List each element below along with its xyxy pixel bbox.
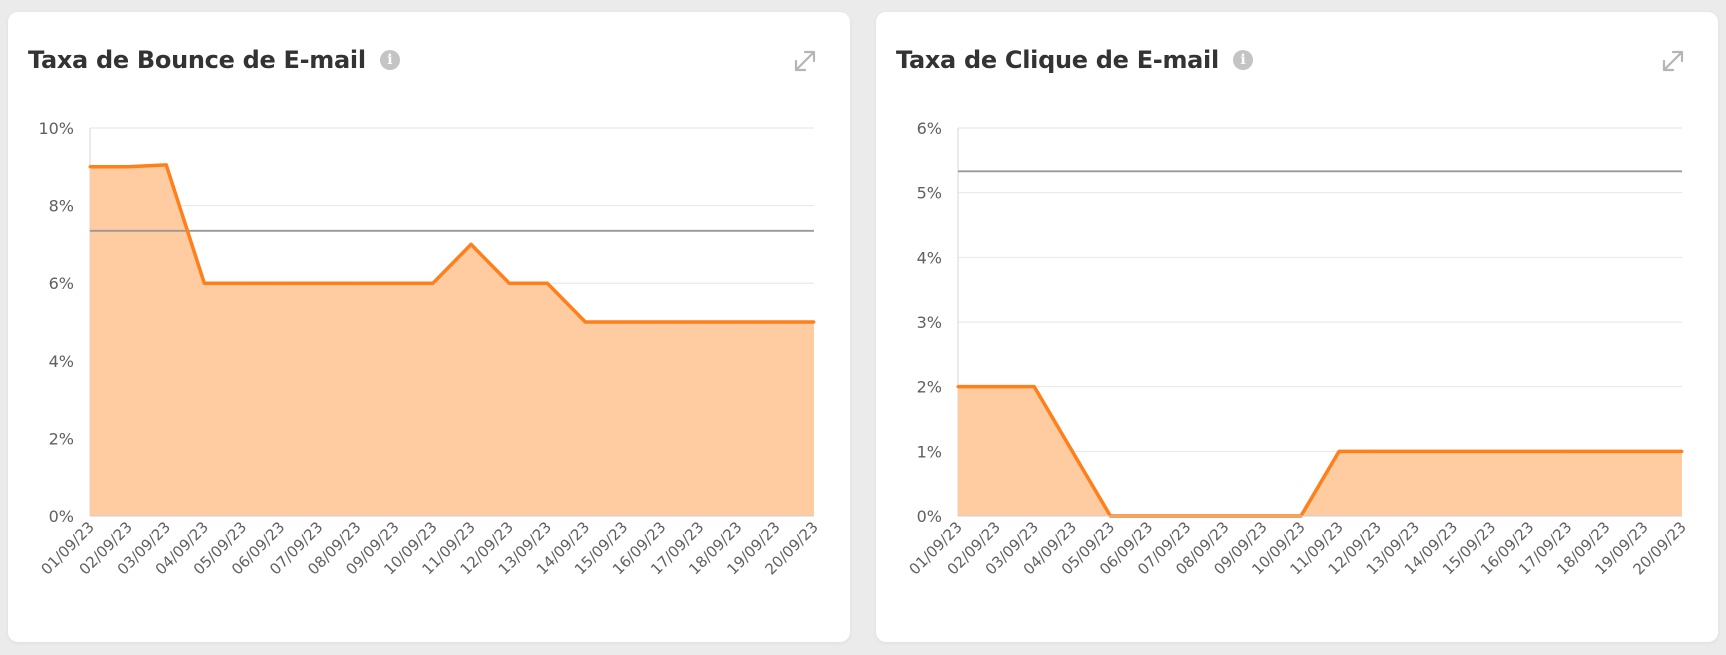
data-point bbox=[355, 281, 359, 285]
series-line bbox=[90, 163, 814, 324]
data-point bbox=[956, 385, 960, 389]
data-point bbox=[202, 281, 206, 285]
data-point bbox=[1566, 449, 1570, 453]
data-point bbox=[994, 385, 998, 389]
y-tick-label: 5% bbox=[917, 184, 942, 203]
data-point bbox=[393, 281, 397, 285]
data-point bbox=[88, 165, 92, 169]
data-point bbox=[698, 320, 702, 324]
data-point bbox=[1413, 449, 1417, 453]
data-point bbox=[545, 281, 549, 285]
bounce-rate-card: Taxa de Bounce de E-mail i 0% 2% 4% 6% 8% 10%… bbox=[8, 12, 850, 642]
data-point bbox=[1451, 449, 1455, 453]
data-point bbox=[1604, 449, 1608, 453]
data-point bbox=[279, 281, 283, 285]
y-tick-label: 6% bbox=[49, 274, 74, 293]
data-point bbox=[126, 165, 130, 169]
click-rate-card: Taxa de Clique de E-mail i 0% 1% 2% 3% 4% 5% 6… bbox=[876, 12, 1718, 642]
y-tick-label: 4% bbox=[917, 248, 942, 267]
y-tick-label: 10% bbox=[38, 119, 74, 138]
card-title: Taxa de Clique de E-mail i bbox=[896, 46, 1253, 74]
expand-button[interactable] bbox=[790, 46, 820, 76]
data-point bbox=[736, 320, 740, 324]
data-point bbox=[621, 320, 625, 324]
data-point bbox=[1528, 449, 1532, 453]
data-point bbox=[1489, 449, 1493, 453]
y-tick-label: 3% bbox=[917, 313, 942, 332]
data-point bbox=[164, 163, 168, 167]
y-tick-label: 8% bbox=[49, 197, 74, 216]
data-point bbox=[1680, 449, 1684, 453]
series-area bbox=[958, 386, 1682, 516]
data-point bbox=[1375, 449, 1379, 453]
data-point bbox=[507, 281, 511, 285]
y-tick-label: 2% bbox=[49, 429, 74, 448]
y-tick-label: 4% bbox=[49, 352, 74, 371]
expand-button[interactable] bbox=[1658, 46, 1688, 76]
expand-icon bbox=[794, 50, 816, 72]
info-icon[interactable]: i bbox=[379, 50, 400, 70]
data-point bbox=[774, 320, 778, 324]
data-point bbox=[469, 242, 473, 246]
data-point bbox=[1642, 449, 1646, 453]
card-title-text: Taxa de Bounce de E-mail bbox=[28, 46, 366, 74]
data-point bbox=[1070, 449, 1074, 453]
y-tick-label: 6% bbox=[917, 119, 942, 138]
series-area bbox=[90, 164, 814, 517]
data-point bbox=[1032, 385, 1036, 389]
info-icon[interactable]: i bbox=[1232, 50, 1253, 70]
click-rate-chart: 0%1%2%3%4%5%6%01/09/2302/09/2303/09/2304… bbox=[905, 119, 1689, 578]
data-point bbox=[660, 320, 664, 324]
series-line bbox=[958, 384, 1682, 518]
card-title-text: Taxa de Clique de E-mail bbox=[896, 46, 1219, 74]
y-tick-label: 0% bbox=[917, 507, 942, 526]
y-tick-label: 2% bbox=[917, 378, 942, 397]
data-point bbox=[240, 281, 244, 285]
data-point bbox=[812, 320, 816, 324]
card-title: Taxa de Bounce de E-mail i bbox=[28, 46, 400, 74]
data-point bbox=[317, 281, 321, 285]
data-point bbox=[431, 281, 435, 285]
expand-icon bbox=[1662, 50, 1684, 72]
y-tick-label: 0% bbox=[49, 507, 74, 526]
data-point bbox=[1337, 449, 1341, 453]
bounce-rate-chart: 0%2%4%6%8%10%01/09/2302/09/2303/09/2304/… bbox=[37, 119, 821, 578]
data-point bbox=[583, 320, 587, 324]
y-tick-label: 1% bbox=[917, 442, 942, 461]
